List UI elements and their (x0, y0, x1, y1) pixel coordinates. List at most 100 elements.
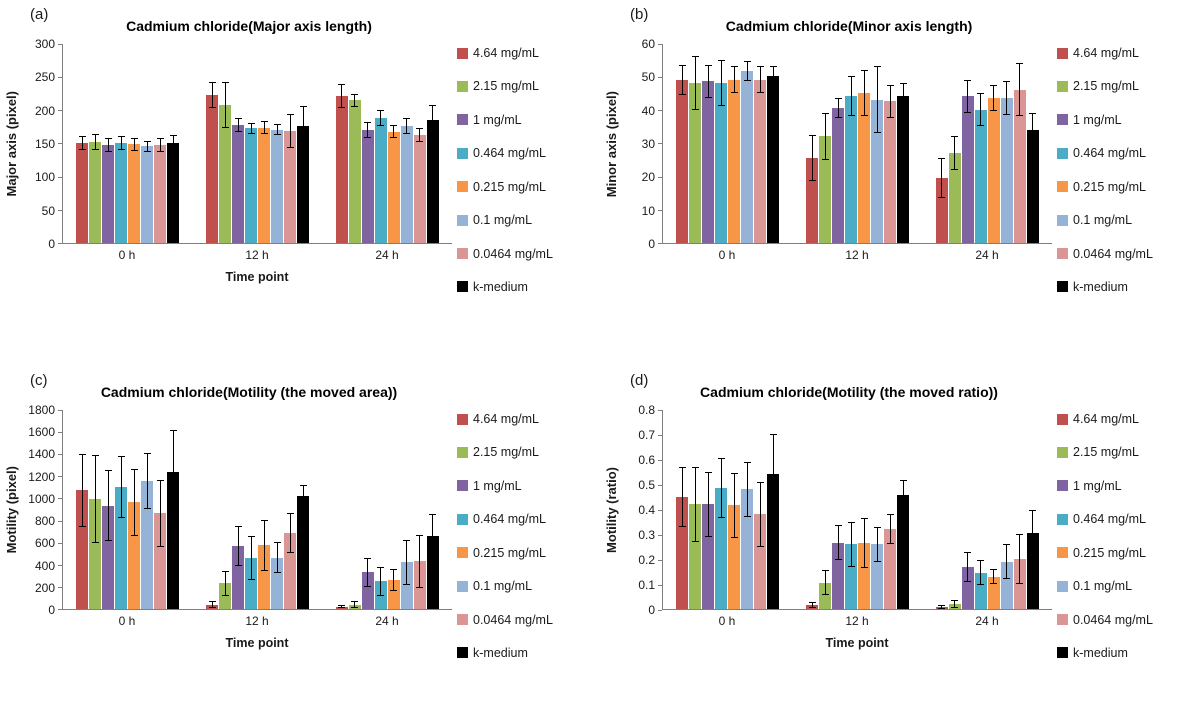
y-axis: 300 250 200 150 100 50 0 (22, 37, 62, 251)
legend-item-0-0464-mgml: 0.0464 mg/mL (1057, 613, 1153, 627)
error-bar (403, 540, 411, 586)
bar-slot (948, 43, 961, 243)
bar-k-medium-12h (297, 126, 309, 243)
bar-0-464-mgml-12h (245, 128, 257, 243)
legend: 4.64 mg/mL 2.15 mg/mL 1 mg/mL 0.464 mg/mL 0.… (457, 412, 553, 660)
bar-4-64-mgml-0h (676, 496, 689, 609)
bar-0-0464-mgml-0h (154, 145, 167, 243)
chart-title: Cadmium chloride(Motility (the moved are… (100, 384, 398, 400)
x-axis: 0 h 12 h 24 h (662, 248, 1052, 262)
bar-slot (89, 43, 102, 243)
legend-item-1-mgml: 1 mg/mL (457, 113, 553, 127)
bar-0-0464-mgml-12h (284, 533, 296, 609)
error-bar (964, 79, 972, 114)
bar-slot (245, 43, 257, 243)
bar-2-15-mgml-24h (348, 100, 361, 243)
bar-0-1-mgml-24h (400, 562, 413, 609)
legend-label: 0.215 mg/mL (473, 545, 546, 560)
bar-slot (115, 409, 128, 609)
legend-item-0-1-mgml: 0.1 mg/mL (457, 213, 553, 227)
bar-slot (897, 43, 909, 243)
bar-slot (374, 409, 387, 609)
legend-label: 0.215 mg/mL (1073, 545, 1146, 560)
bar-slot (335, 43, 348, 243)
bar-slot (89, 409, 102, 609)
y-axis-title-box: Minor axis (pixel) (600, 44, 622, 244)
bar-k-medium-0h (167, 472, 180, 609)
plot-column: 0 h 12 h 24 h Time point (62, 44, 452, 284)
bar-slot (167, 409, 180, 609)
y-axis-title: Motility (pixel) (3, 466, 19, 554)
bar-1-mgml-24h (361, 572, 374, 609)
y-axis-title-box: Motility (pixel) (0, 410, 22, 610)
bar-2-15-mgml-0h (689, 83, 702, 243)
error-bar (769, 434, 777, 514)
bar-slot (987, 409, 1000, 609)
bar-0-215-mgml-12h (258, 127, 270, 243)
y-tick-text: 0.1 (638, 578, 655, 592)
bar-group-24h (922, 44, 1052, 243)
legend-item-4-64-mgml: 4.64 mg/mL (457, 46, 553, 60)
chart-column: Cadmium chloride(Motility (the moved rat… (600, 376, 1052, 727)
legend-swatch-icon (457, 513, 468, 525)
y-tick-text: 1000 (28, 491, 55, 506)
bar-slot (413, 43, 426, 243)
y-tick-text: 0.4 (638, 503, 655, 517)
bar-slot (374, 43, 387, 243)
bar-slot (102, 409, 115, 609)
y-tick-text: 1600 (28, 425, 55, 440)
error-bar (691, 466, 699, 542)
bar-slot (76, 43, 89, 243)
bar-k-medium-0h (167, 143, 180, 243)
x-axis-tick-label: 0 h (118, 614, 136, 628)
chart-panel-b: (b) Cadmium chloride(Minor axis length) … (600, 0, 1200, 366)
y-tick-text: 0.8 (638, 403, 655, 417)
y-tick-text: 0 (648, 603, 655, 617)
bar-1-mgml-0h (102, 505, 115, 609)
legend-item-k-medium: k-medium (1057, 646, 1153, 660)
legend-swatch-icon (457, 147, 468, 159)
bar-slot (154, 409, 167, 609)
bar-k-medium-12h (297, 495, 309, 609)
y-axis: 1800 1600 1400 1200 1000 800 600 400 200 0 (22, 403, 62, 617)
bar-slot (167, 43, 180, 243)
legend-label: 0.1 mg/mL (473, 213, 533, 228)
bar-slot (1013, 409, 1026, 609)
y-tick-text: 0.5 (638, 478, 655, 492)
bar-slot (128, 43, 141, 243)
bar-slot (219, 43, 231, 243)
error-bar (899, 480, 907, 511)
bar-0-1-mgml-0h (741, 489, 754, 609)
error-bar (743, 61, 751, 82)
chart-body: Motility (pixel) 1800 1600 1400 1200 1000 800… (0, 403, 452, 650)
bar-0-1-mgml-24h (1000, 561, 1013, 609)
bar-group-12h (793, 410, 923, 609)
legend-swatch-icon (1057, 513, 1068, 525)
bar-group-0h (663, 410, 793, 609)
legend-swatch-icon (1057, 647, 1068, 659)
legend-swatch-icon (457, 80, 468, 92)
error-bar (821, 570, 829, 596)
x-axis-tick-label: 0 h (718, 248, 736, 262)
bar-0-215-mgml-24h (387, 580, 400, 609)
legend-swatch-icon (457, 547, 468, 559)
bar-slot (348, 43, 361, 243)
error-bar (299, 484, 307, 508)
error-bar (78, 136, 86, 151)
plot-area (662, 410, 1052, 610)
y-tick-text: 300 (34, 37, 55, 51)
error-bar (860, 69, 868, 117)
y-tick-text: 200 (34, 103, 55, 118)
error-bar (1003, 81, 1011, 116)
legend-label: 1 mg/mL (1073, 112, 1122, 127)
bar-0-1-mgml-12h (271, 557, 283, 609)
legend-item-0-1-mgml: 0.1 mg/mL (1057, 213, 1153, 227)
error-bar (260, 121, 268, 135)
bar-4-64-mgml-24h (335, 96, 348, 243)
legend-item-4-64-mgml: 4.64 mg/mL (1057, 46, 1153, 60)
legend-swatch-icon (1057, 281, 1068, 293)
error-bar (678, 64, 686, 95)
bar-k-medium-0h (767, 474, 780, 609)
error-bar (156, 138, 164, 153)
